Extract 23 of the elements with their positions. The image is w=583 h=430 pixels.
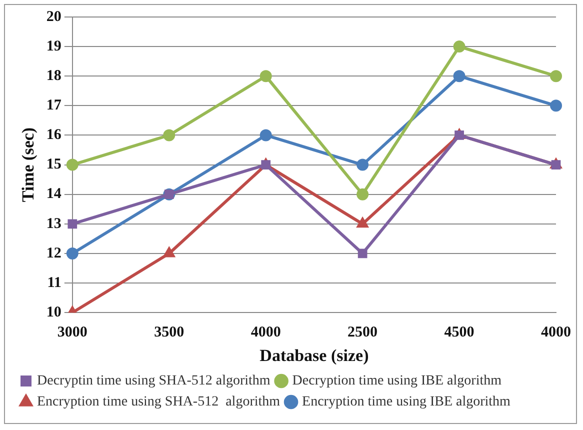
y-tick-label: 11	[47, 274, 62, 291]
x-tick-label: 2500	[348, 324, 378, 340]
legend-label: Encryption time using IBE algorithm	[302, 394, 511, 410]
legend-label: Encryption time using SHA-512 algorithm	[37, 394, 280, 410]
x-tick-label: 4500	[444, 324, 474, 340]
x-tick-label: 4000	[250, 324, 281, 340]
y-tick-label: 17	[46, 98, 62, 114]
y-tick-label: 16	[46, 127, 62, 144]
y-tick-label: 19	[46, 38, 62, 54]
x-tick-label: 4000	[541, 324, 571, 340]
x-tick-label: 3000	[57, 324, 88, 340]
x-tick-label: 3500	[154, 324, 184, 340]
y-tick-label: 13	[46, 216, 62, 232]
y-tick-label: 12	[46, 245, 62, 262]
y-tick-label: 14	[46, 186, 62, 202]
y-axis-title: Time (sec)	[18, 127, 38, 202]
legend-label: Decryption time using IBE algorithm	[292, 374, 502, 389]
x-axis-title: Database (size)	[260, 346, 369, 366]
y-tick-label: 20	[46, 8, 62, 25]
y-tick-label: 15	[46, 156, 62, 173]
y-tick-label: 10	[46, 304, 62, 320]
legend-label: Decryptin time using SHA-512 algorithm	[37, 374, 270, 389]
y-tick-label: 18	[46, 68, 62, 84]
